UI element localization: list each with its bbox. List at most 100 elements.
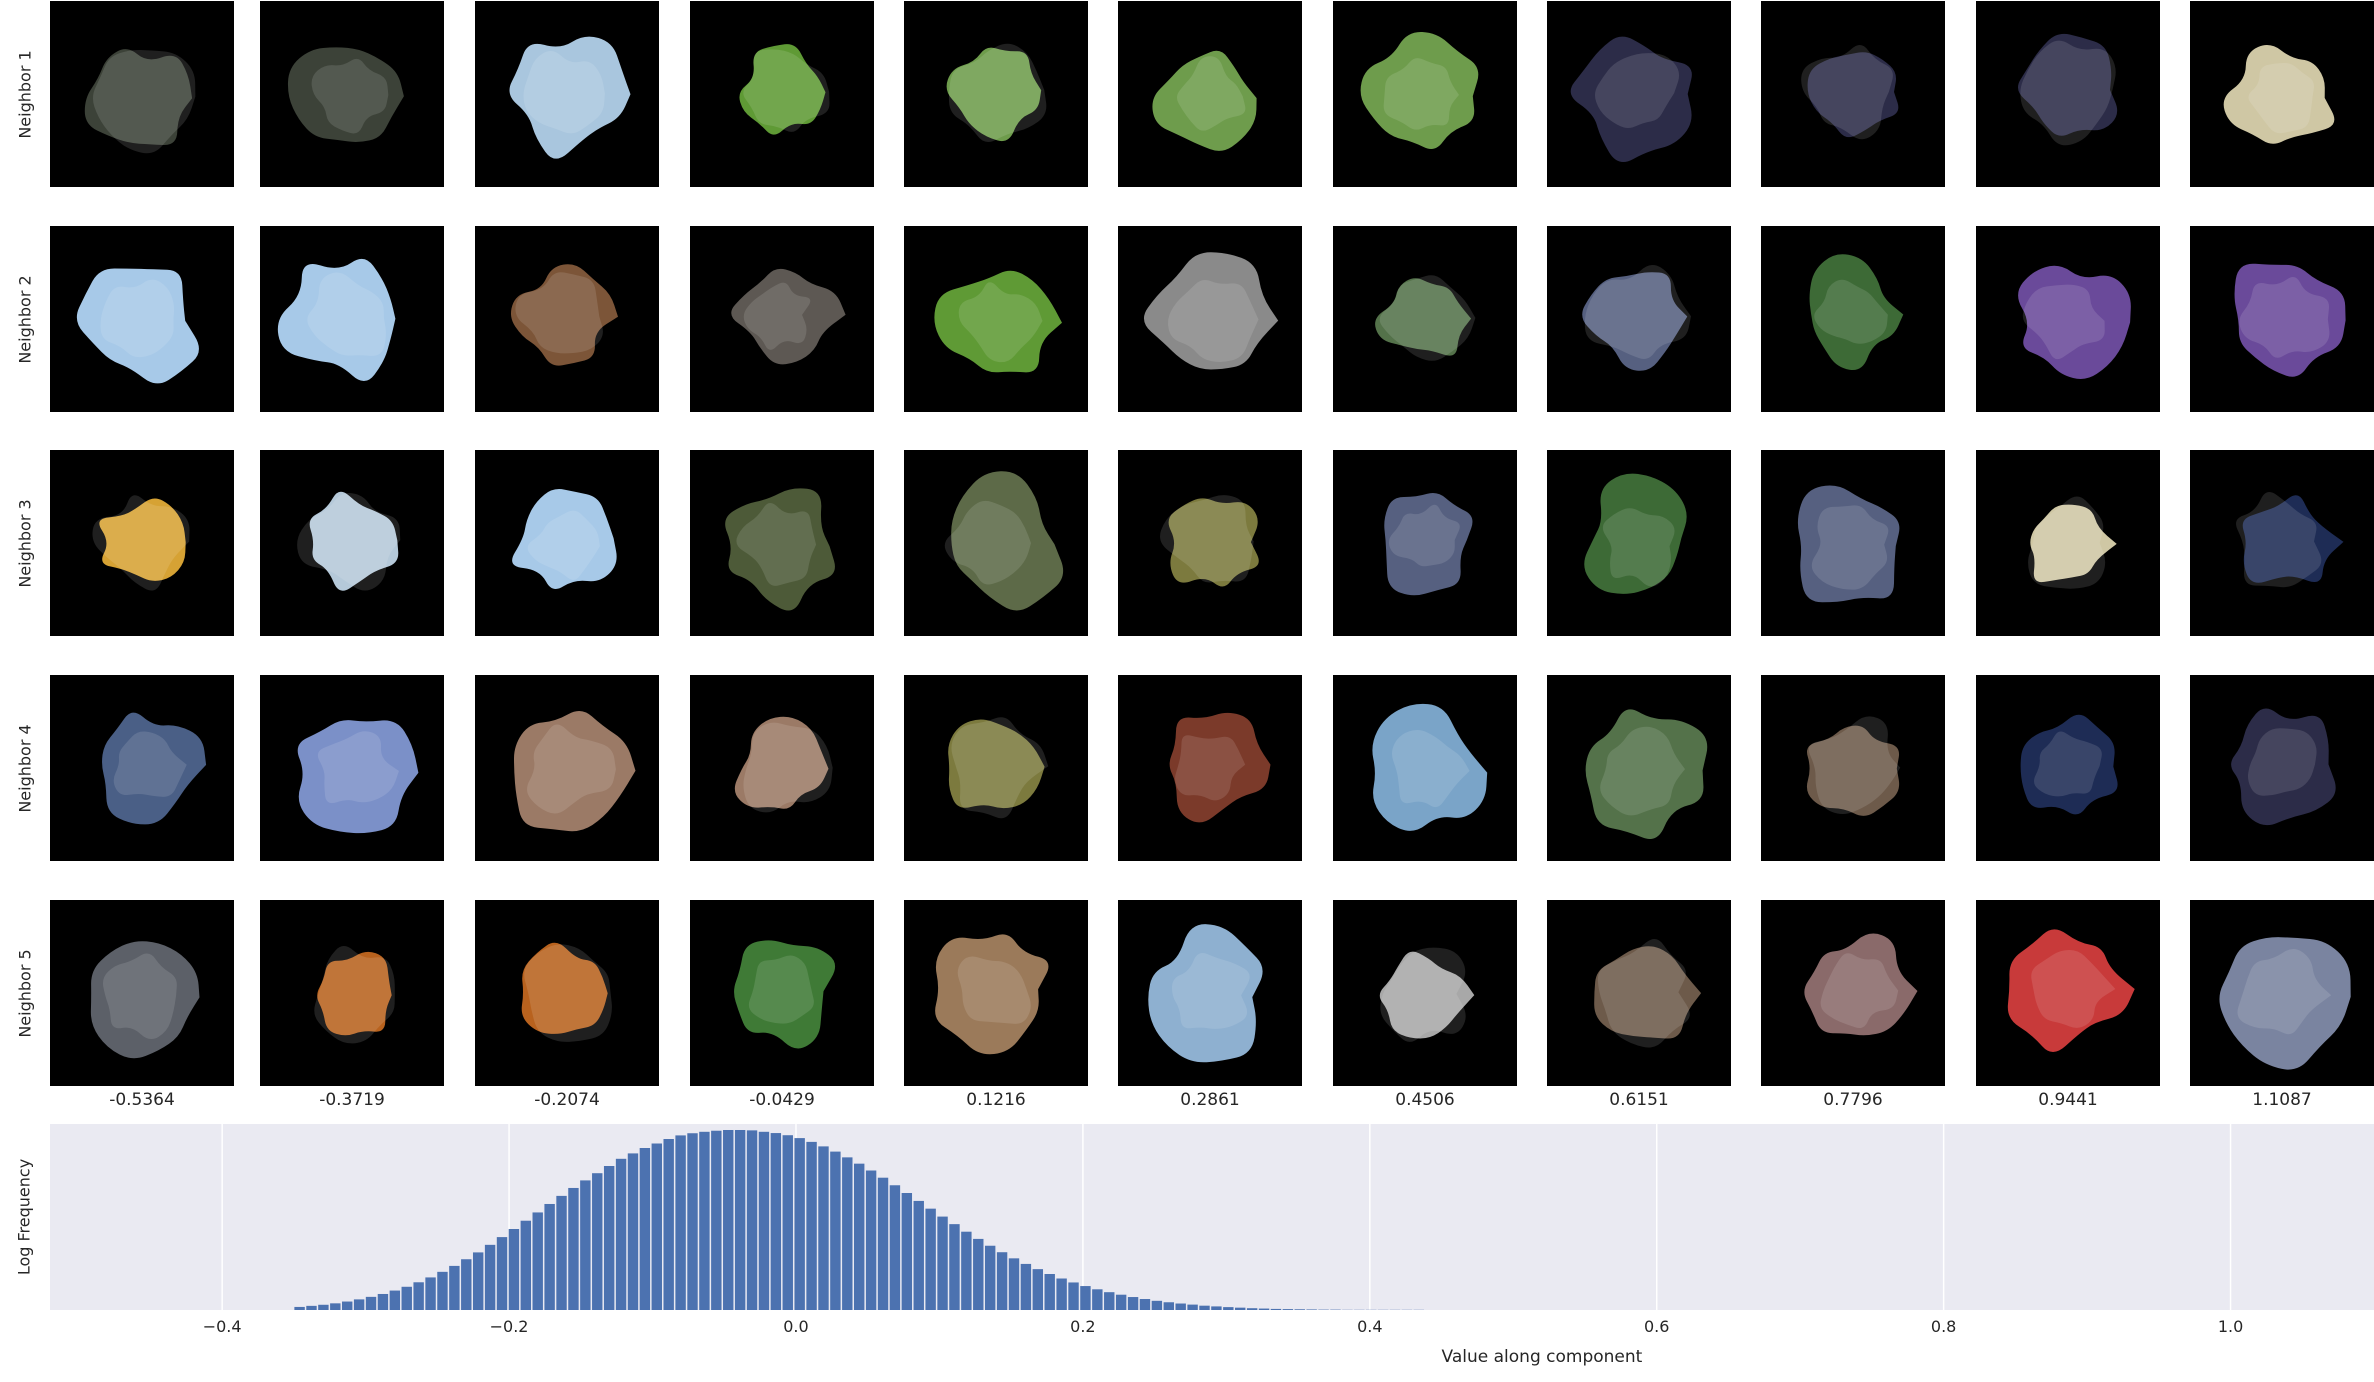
image-patch [514,710,636,832]
image-patch [734,940,836,1049]
histogram-bar [365,1296,377,1310]
neighbor-image-r3-c1 [50,450,234,636]
patch-blob [948,719,1045,809]
image-patch [725,488,835,611]
histogram-bar [854,1163,865,1310]
patch-highlight [1814,279,1888,344]
histogram-bar [711,1130,722,1310]
image-patch [1379,947,1475,1042]
patch-highlight [2248,62,2314,134]
image-patch [2020,714,2118,815]
column-value-10: 0.9441 [2038,1090,2098,1110]
patch-blob [1807,52,1899,138]
neighbor-image-r1-c8 [1547,1,1731,187]
histogram-bar [1282,1309,1294,1310]
neighbor-image-r2-c4 [690,226,874,412]
image-patch [948,717,1049,819]
histogram-bar [1175,1303,1186,1310]
histogram-bar [699,1131,710,1310]
image-patch [92,495,190,591]
x-tick-label: −0.2 [490,1317,529,1336]
image-patch [277,258,396,382]
image-patch [2018,265,2131,379]
histogram-bar [1020,1263,1032,1310]
x-tick-label: 0.6 [1644,1317,1669,1336]
image-patch [1160,495,1259,587]
neighbor-image-r3-c7 [1333,450,1517,636]
neighbor-image-r1-c1 [50,1,234,187]
patch-blob [2020,714,2118,815]
histogram-bar [865,1170,877,1310]
histogram-bar [818,1146,829,1310]
image-patch [521,942,612,1042]
image-patch [1584,473,1687,594]
row-label-neighbor-3: Neighbor 3 [0,450,50,636]
histogram-bar [1235,1307,1246,1310]
x-tick-label: 0.0 [783,1317,808,1336]
neighbor-image-r1-c11 [2190,1,2374,187]
histogram-bar [830,1151,841,1310]
histogram-bar [1223,1307,1234,1310]
histogram-bar [877,1177,889,1310]
patch-highlight [1594,53,1680,129]
patch-blob [1804,933,1918,1036]
histogram-bar [484,1244,496,1310]
neighbor-image-r2-c3 [475,226,659,412]
patch-highlight [1383,58,1460,130]
neighbor-image-r5-c11 [2190,900,2374,1086]
patch-blob [946,47,1042,142]
patch-highlight [2031,949,2116,1028]
image-patch [739,44,830,135]
histogram-bar [1104,1292,1115,1310]
neighbor-image-r3-c2 [260,450,444,636]
neighbor-image-r2-c2 [260,226,444,412]
histogram-bar [306,1305,317,1310]
patch-highlight [1801,44,1893,140]
patch-blob [731,268,846,365]
column-value-3: -0.2074 [534,1090,600,1110]
histogram-bar [401,1286,412,1310]
column-value-7: 0.4506 [1395,1090,1455,1110]
patch-blob [2234,263,2346,377]
histogram-bar [603,1166,615,1310]
histogram-bar [532,1212,543,1310]
histogram-bar [794,1138,805,1310]
patch-highlight [311,58,389,134]
patch-highlight [297,493,401,591]
patch-highlight [2034,731,2102,797]
patch-highlight [743,49,830,132]
patch-highlight [515,272,603,354]
patch-blob [2007,929,2135,1052]
histogram-bar [984,1245,996,1310]
neighbor-image-r4-c11 [2190,675,2374,861]
neighbor-image-r4-c8 [1547,675,1731,861]
histogram-bar [556,1195,567,1310]
histogram-bar [937,1216,948,1310]
patch-highlight [527,510,600,580]
column-value-8: 0.6151 [1609,1090,1669,1110]
patch-blob [1360,31,1479,149]
histogram-bar [627,1153,639,1310]
histogram-bar [1044,1274,1055,1310]
neighbor-image-r2-c7 [1333,226,1517,412]
neighbor-image-r5-c10 [1976,900,2160,1086]
patch-blob [287,47,404,142]
neighbor-image-r2-c6 [1118,226,1302,412]
neighbor-image-r3-c3 [475,450,659,636]
neighbor-image-r4-c7 [1333,675,1517,861]
image-patch [1570,36,1692,162]
patch-blob [1582,272,1688,371]
patch-blob [1168,498,1259,587]
histogram-bar [520,1220,532,1310]
image-patch [1375,275,1476,361]
patch-highlight [1811,505,1889,590]
patch-highlight [102,953,177,1040]
histogram-bar [961,1231,972,1310]
patch-highlight [1167,279,1259,362]
patch-highlight [92,495,190,591]
neighbor-image-r5-c4 [690,900,874,1086]
column-value-1: -0.5364 [109,1090,175,1110]
patch-blob [2018,33,2118,136]
image-patch [734,716,833,813]
patch-blob [1379,951,1475,1039]
